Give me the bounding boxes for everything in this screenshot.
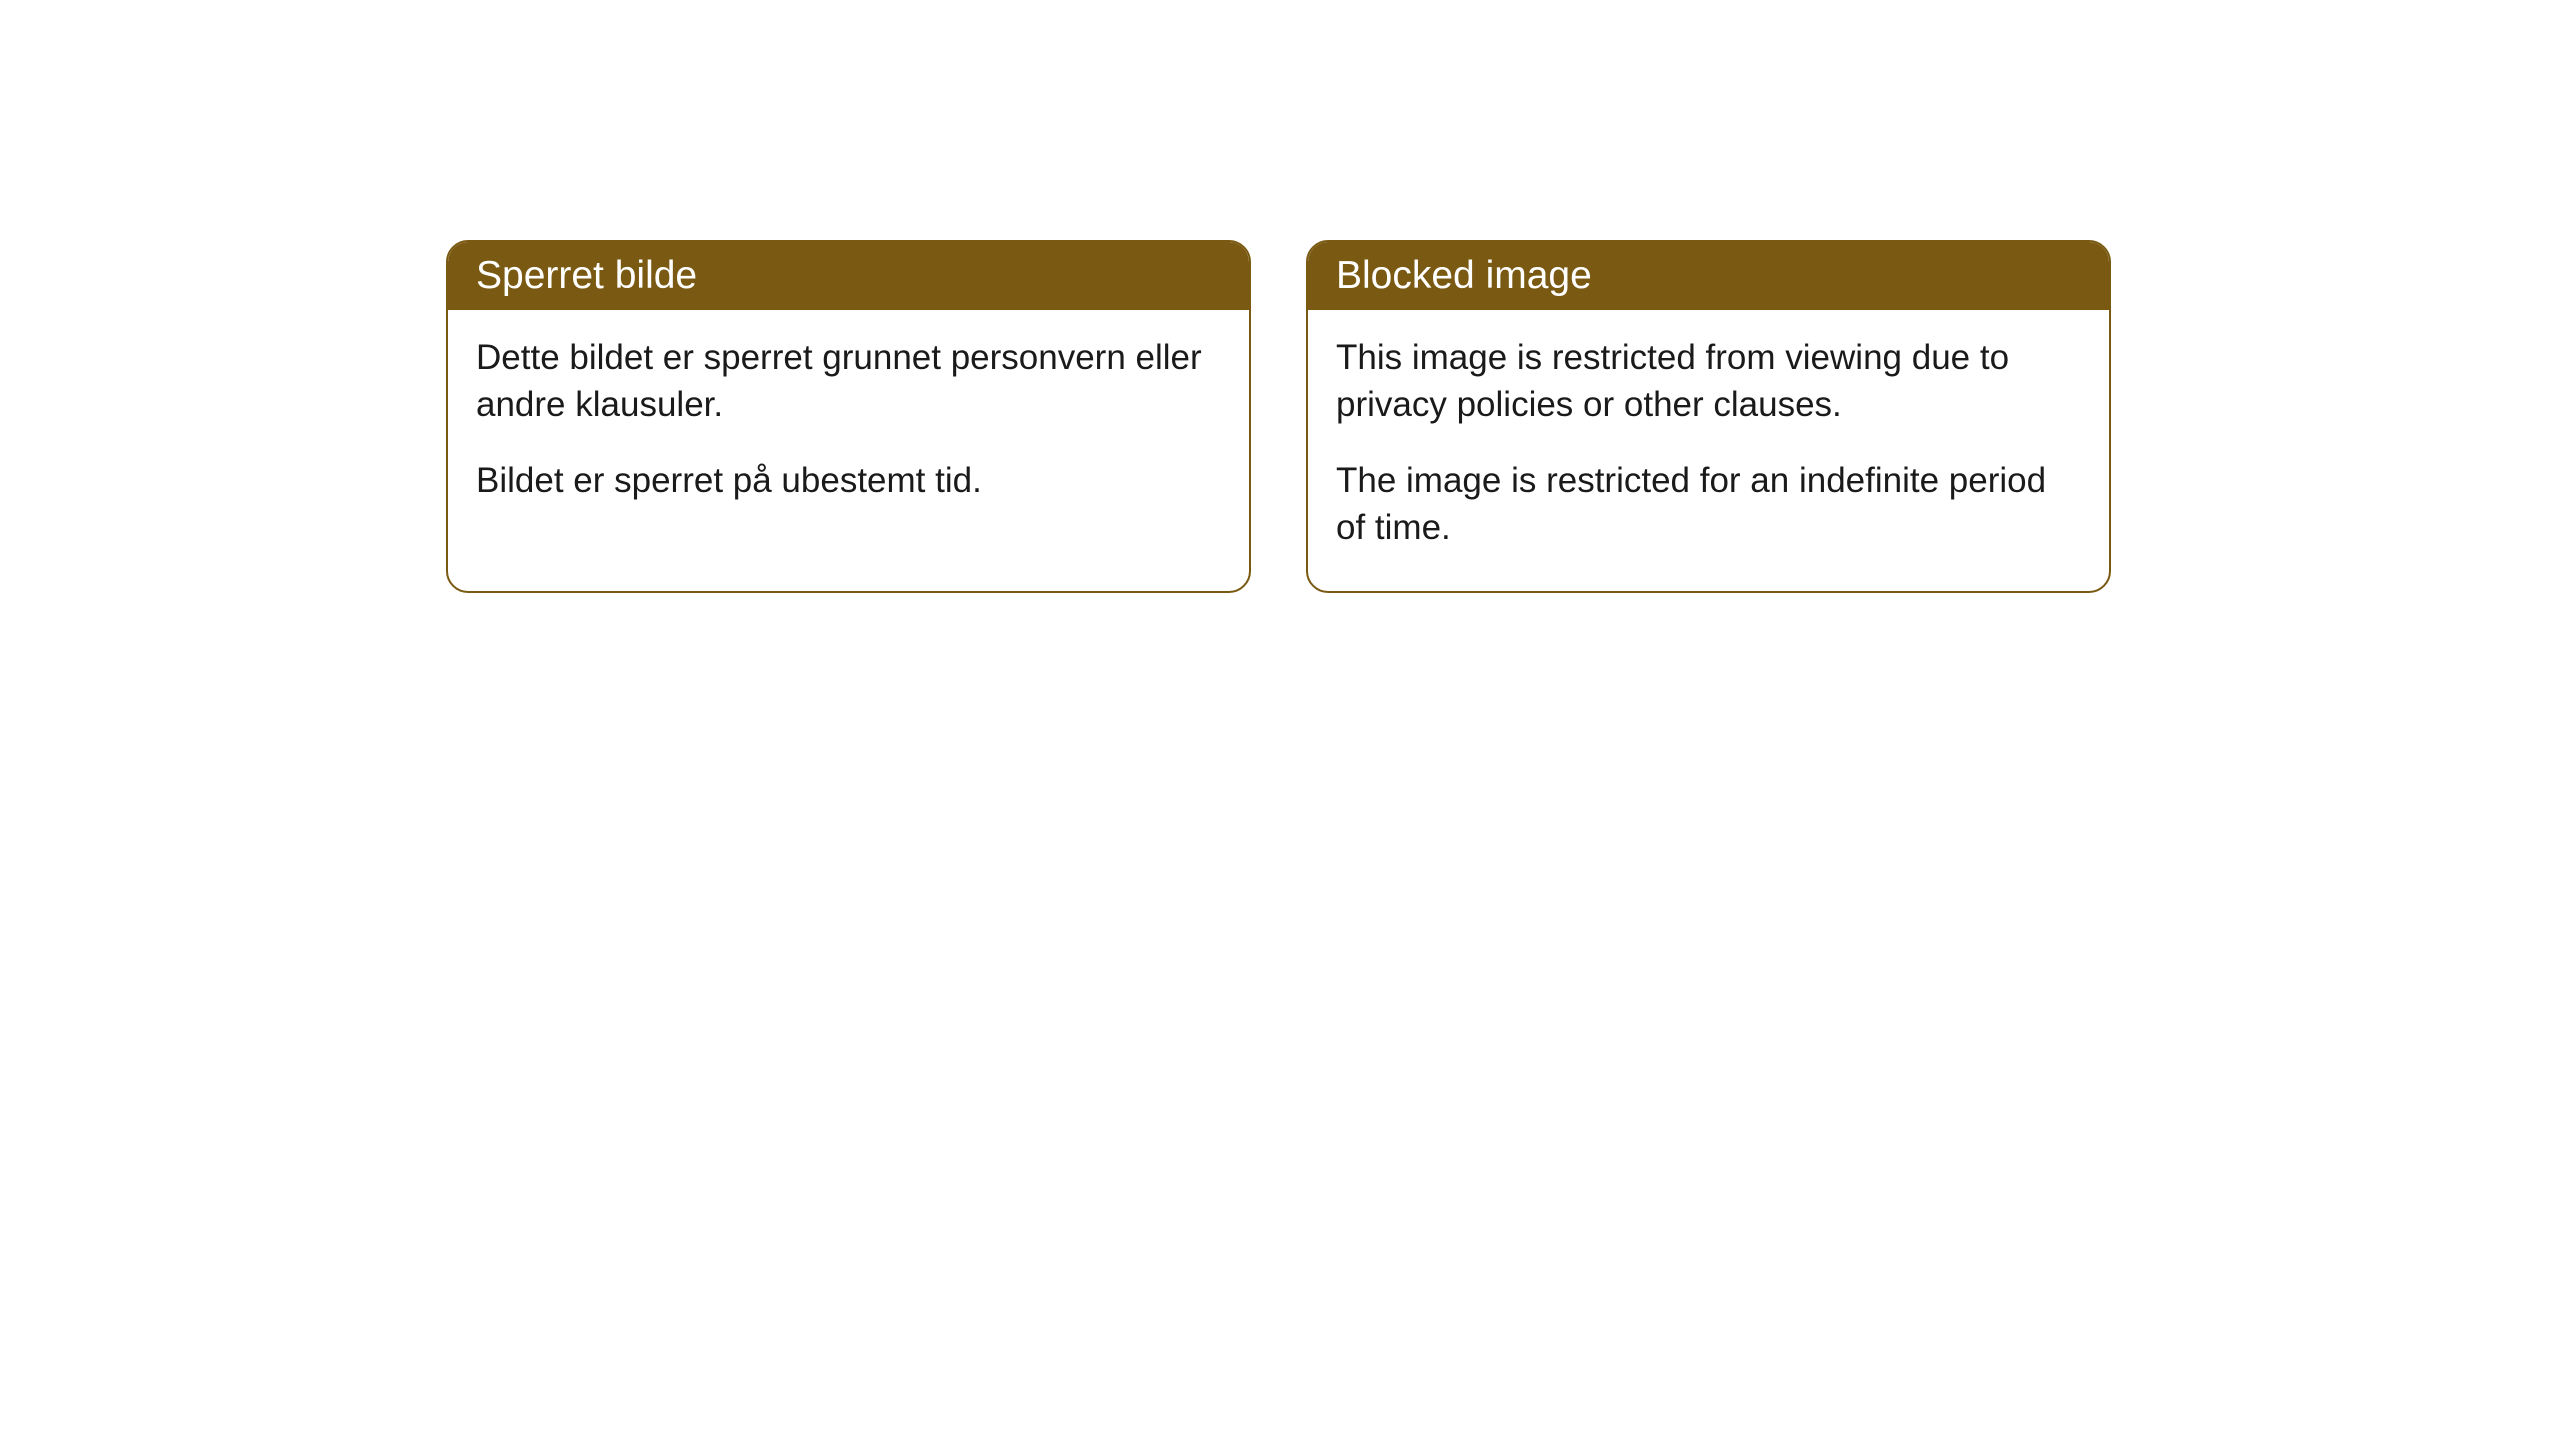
cards-container: Sperret bilde Dette bildet er sperret gr… [0, 0, 2560, 593]
blocked-image-card-english: Blocked image This image is restricted f… [1306, 240, 2111, 593]
card-paragraph-1: This image is restricted from viewing du… [1336, 334, 2081, 429]
card-title: Sperret bilde [476, 254, 697, 297]
card-paragraph-2: Bildet er sperret på ubestemt tid. [476, 457, 1221, 504]
card-body: Dette bildet er sperret grunnet personve… [448, 310, 1249, 544]
card-body: This image is restricted from viewing du… [1308, 310, 2109, 591]
card-paragraph-2: The image is restricted for an indefinit… [1336, 457, 2081, 552]
card-header: Sperret bilde [448, 242, 1249, 310]
card-paragraph-1: Dette bildet er sperret grunnet personve… [476, 334, 1221, 429]
card-header: Blocked image [1308, 242, 2109, 310]
card-title: Blocked image [1336, 254, 1592, 297]
blocked-image-card-norwegian: Sperret bilde Dette bildet er sperret gr… [446, 240, 1251, 593]
